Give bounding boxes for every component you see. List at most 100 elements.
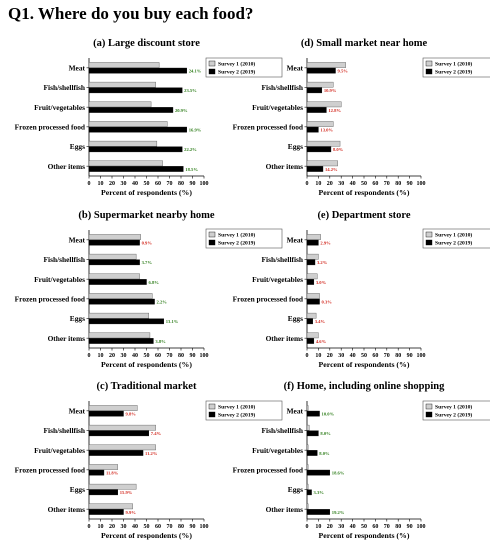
chart-panel-5: (e) Department store Survey 1 (2010)Surve… <box>233 210 490 369</box>
change-label: 10.9% <box>324 88 337 93</box>
bar-survey1 <box>306 293 320 299</box>
category-label: Frozen processed food <box>15 465 86 474</box>
bar-survey2 <box>306 279 315 285</box>
x-tick-label: 20 <box>327 524 333 530</box>
bar-survey2 <box>306 166 324 172</box>
legend-swatch <box>425 60 433 67</box>
category-label: Fruit/vegetables <box>34 446 85 455</box>
x-tick-label: 60 <box>372 353 378 359</box>
legend-label: Survey 1 (2010) <box>218 232 255 239</box>
bar-survey2 <box>88 279 147 285</box>
category-label: Fruit/vegetables <box>252 446 303 455</box>
legend-label: Survey 2 (2019) <box>435 240 472 247</box>
category-label: Fish/shellfish <box>262 255 303 264</box>
bar-survey2 <box>88 469 105 476</box>
category-label: Fruit/vegetables <box>252 103 303 112</box>
bar-survey2 <box>306 126 319 133</box>
category-label: Fruit/vegetables <box>34 103 85 112</box>
x-tick-label: 100 <box>200 181 209 187</box>
bar-survey2 <box>306 239 319 246</box>
x-tick-label: 90 <box>190 181 196 187</box>
change-label: 0.9% <box>142 240 153 245</box>
x-tick-label: 80 <box>395 181 401 187</box>
change-label: 8.0% <box>333 147 344 152</box>
change-label: 2.2% <box>157 299 168 304</box>
legend-label: Survey 2 (2019) <box>218 412 255 419</box>
legend-label: Survey 1 (2010) <box>218 61 255 68</box>
x-tick-label: 10 <box>315 181 321 187</box>
x-tick-label: 100 <box>417 353 426 359</box>
legend-box <box>422 57 490 78</box>
x-axis-label: Percent of respondents (%) <box>101 531 192 540</box>
category-label: Frozen processed food <box>233 465 304 474</box>
category-label: Fish/shellfish <box>262 426 303 435</box>
x-tick-label: 90 <box>190 353 196 359</box>
x-tick-label: 20 <box>327 181 333 187</box>
legend-swatch <box>208 60 216 67</box>
bar-survey2 <box>306 469 330 476</box>
chart-title: (b) Supermarket nearby home <box>78 210 215 221</box>
category-label: Other items <box>266 334 304 343</box>
bar-survey2 <box>306 509 330 515</box>
x-tick-label: 90 <box>407 524 413 530</box>
bar-survey1 <box>88 253 137 260</box>
legend-box <box>205 57 283 78</box>
category-label: Frozen processed food <box>233 122 304 131</box>
category-label: Eggs <box>288 314 303 323</box>
bar-survey1 <box>88 503 133 510</box>
category-label: Frozen processed food <box>15 294 86 303</box>
change-label: 24.1% <box>189 68 202 73</box>
bar-survey1 <box>306 405 309 411</box>
change-label: 9.8% <box>126 411 137 416</box>
x-tick-label: 70 <box>384 524 390 530</box>
x-tick-label: 30 <box>121 353 127 359</box>
x-tick-label: 0 <box>306 524 309 530</box>
bar-survey2 <box>306 318 313 325</box>
x-tick-label: 70 <box>384 181 390 187</box>
bar-survey2 <box>88 107 174 113</box>
bar-survey2 <box>306 107 327 113</box>
change-label: 7.4% <box>151 431 162 436</box>
change-label: 10.0% <box>322 411 335 416</box>
legend-box <box>422 400 490 421</box>
x-tick-label: 80 <box>178 353 184 359</box>
bar-survey2 <box>306 430 319 437</box>
bar-survey2 <box>88 87 183 94</box>
chart-panel-6: (f) Home, including online shopping Surve… <box>233 381 490 540</box>
legend-box <box>205 228 283 249</box>
legend-swatch <box>208 411 216 418</box>
x-axis-label: Percent of respondents (%) <box>319 360 410 369</box>
change-label: 2.9% <box>320 240 331 245</box>
bar-survey2 <box>88 259 140 266</box>
x-tick-label: 30 <box>338 181 344 187</box>
x-tick-label: 100 <box>417 524 426 530</box>
bar-survey1 <box>88 273 140 280</box>
x-tick-label: 80 <box>395 524 401 530</box>
category-label: Meat <box>69 235 86 244</box>
x-tick-label: 90 <box>190 524 196 530</box>
change-label: 6.8% <box>149 280 160 285</box>
legend-box <box>205 400 283 421</box>
x-axis-label: Percent of respondents (%) <box>319 188 410 197</box>
legend-box <box>422 228 490 249</box>
bar-survey1 <box>88 160 163 167</box>
change-label: 11.2% <box>145 451 158 456</box>
bar-survey1 <box>306 62 346 68</box>
category-label: Eggs <box>288 142 303 151</box>
legend-swatch <box>208 239 216 246</box>
x-axis-label: Percent of respondents (%) <box>319 531 410 540</box>
change-label: 8.0% <box>320 431 331 436</box>
change-label: 15.9% <box>120 490 133 495</box>
legend-label: Survey 1 (2010) <box>435 61 472 68</box>
x-tick-label: 60 <box>155 524 161 530</box>
bar-survey2 <box>88 166 184 172</box>
x-tick-label: 20 <box>109 524 115 530</box>
bar-survey2 <box>306 489 312 496</box>
bar-survey2 <box>88 298 155 305</box>
bar-survey2 <box>306 87 323 94</box>
category-label: Meat <box>69 63 86 72</box>
x-tick-label: 0 <box>306 181 309 187</box>
category-label: Frozen processed food <box>15 122 86 131</box>
x-tick-label: 0 <box>88 524 91 530</box>
legend-swatch <box>208 403 216 410</box>
